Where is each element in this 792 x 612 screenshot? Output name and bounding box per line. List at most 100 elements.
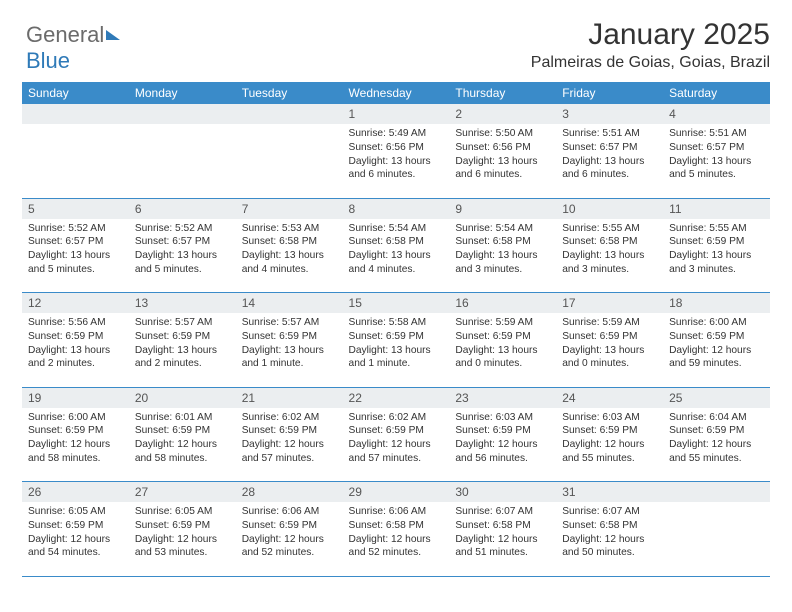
day-number-cell: 26 (22, 482, 129, 503)
day-number-cell: 2 (449, 104, 556, 124)
sunset-text: Sunset: 6:59 PM (242, 424, 337, 438)
day-info-cell: Sunrise: 5:58 AMSunset: 6:59 PMDaylight:… (343, 313, 450, 387)
sunset-text: Sunset: 6:58 PM (562, 235, 657, 249)
day-number-cell: 31 (556, 482, 663, 503)
daylight-text: Daylight: 13 hours and 6 minutes. (455, 155, 550, 183)
day-number-cell: 20 (129, 387, 236, 408)
day-number-cell: 27 (129, 482, 236, 503)
day-info-cell: Sunrise: 5:54 AMSunset: 6:58 PMDaylight:… (449, 219, 556, 293)
logo-mark-icon (106, 30, 120, 40)
sunset-text: Sunset: 6:59 PM (28, 330, 123, 344)
day-info-cell: Sunrise: 6:02 AMSunset: 6:59 PMDaylight:… (236, 408, 343, 482)
day-info-cell: Sunrise: 6:02 AMSunset: 6:59 PMDaylight:… (343, 408, 450, 482)
day-info-cell: Sunrise: 5:59 AMSunset: 6:59 PMDaylight:… (449, 313, 556, 387)
daylight-text: Daylight: 13 hours and 3 minutes. (455, 249, 550, 277)
daylight-text: Daylight: 12 hours and 57 minutes. (349, 438, 444, 466)
day-number-cell: 16 (449, 293, 556, 314)
day-number-cell: 14 (236, 293, 343, 314)
weekday-header: Friday (556, 82, 663, 104)
day-info-cell: Sunrise: 6:04 AMSunset: 6:59 PMDaylight:… (663, 408, 770, 482)
sunset-text: Sunset: 6:59 PM (349, 424, 444, 438)
day-number-row: 12131415161718 (22, 293, 770, 314)
day-info-cell: Sunrise: 6:05 AMSunset: 6:59 PMDaylight:… (22, 502, 129, 576)
day-number-cell: 18 (663, 293, 770, 314)
daylight-text: Daylight: 13 hours and 3 minutes. (562, 249, 657, 277)
day-number-cell: 24 (556, 387, 663, 408)
day-number-row: 19202122232425 (22, 387, 770, 408)
day-info-cell: Sunrise: 5:57 AMSunset: 6:59 PMDaylight:… (236, 313, 343, 387)
day-info-cell: Sunrise: 5:52 AMSunset: 6:57 PMDaylight:… (129, 219, 236, 293)
daylight-text: Daylight: 13 hours and 1 minute. (242, 344, 337, 372)
day-info-cell: Sunrise: 6:07 AMSunset: 6:58 PMDaylight:… (556, 502, 663, 576)
day-number-cell: 29 (343, 482, 450, 503)
daylight-text: Daylight: 12 hours and 55 minutes. (669, 438, 764, 466)
sunrise-text: Sunrise: 6:07 AM (562, 505, 657, 519)
day-number-cell: 15 (343, 293, 450, 314)
day-number-cell (22, 104, 129, 124)
day-number-cell: 10 (556, 198, 663, 219)
daylight-text: Daylight: 12 hours and 59 minutes. (669, 344, 764, 372)
daylight-text: Daylight: 12 hours and 53 minutes. (135, 533, 230, 561)
daylight-text: Daylight: 12 hours and 57 minutes. (242, 438, 337, 466)
sunrise-text: Sunrise: 5:55 AM (669, 222, 764, 236)
weekday-header: Monday (129, 82, 236, 104)
day-info-cell: Sunrise: 6:01 AMSunset: 6:59 PMDaylight:… (129, 408, 236, 482)
sunrise-text: Sunrise: 6:02 AM (349, 411, 444, 425)
day-number-cell: 9 (449, 198, 556, 219)
logo-text-1: General (26, 22, 104, 47)
day-info-cell: Sunrise: 5:50 AMSunset: 6:56 PMDaylight:… (449, 124, 556, 198)
sunrise-text: Sunrise: 6:05 AM (135, 505, 230, 519)
day-number-cell: 25 (663, 387, 770, 408)
day-info-cell: Sunrise: 6:03 AMSunset: 6:59 PMDaylight:… (449, 408, 556, 482)
sunrise-text: Sunrise: 5:59 AM (562, 316, 657, 330)
day-info-cell: Sunrise: 6:00 AMSunset: 6:59 PMDaylight:… (663, 313, 770, 387)
day-number-cell (236, 104, 343, 124)
title-block: January 2025 Palmeiras de Goias, Goias, … (22, 18, 770, 72)
sunset-text: Sunset: 6:58 PM (455, 519, 550, 533)
daylight-text: Daylight: 12 hours and 54 minutes. (28, 533, 123, 561)
weekday-header: Saturday (663, 82, 770, 104)
sunrise-text: Sunrise: 5:51 AM (669, 127, 764, 141)
sunset-text: Sunset: 6:57 PM (669, 141, 764, 155)
daylight-text: Daylight: 13 hours and 5 minutes. (669, 155, 764, 183)
day-info-cell (663, 502, 770, 576)
sunset-text: Sunset: 6:59 PM (28, 519, 123, 533)
daylight-text: Daylight: 12 hours and 52 minutes. (242, 533, 337, 561)
day-info-cell: Sunrise: 5:57 AMSunset: 6:59 PMDaylight:… (129, 313, 236, 387)
sunset-text: Sunset: 6:59 PM (135, 519, 230, 533)
day-number-row: 262728293031 (22, 482, 770, 503)
day-number-cell: 23 (449, 387, 556, 408)
sunset-text: Sunset: 6:58 PM (562, 519, 657, 533)
day-info-row: Sunrise: 5:56 AMSunset: 6:59 PMDaylight:… (22, 313, 770, 387)
day-number-cell: 13 (129, 293, 236, 314)
day-info-cell: Sunrise: 6:07 AMSunset: 6:58 PMDaylight:… (449, 502, 556, 576)
day-info-cell: Sunrise: 6:06 AMSunset: 6:59 PMDaylight:… (236, 502, 343, 576)
sunrise-text: Sunrise: 6:01 AM (135, 411, 230, 425)
day-number-cell: 22 (343, 387, 450, 408)
daylight-text: Daylight: 13 hours and 2 minutes. (28, 344, 123, 372)
sunrise-text: Sunrise: 6:02 AM (242, 411, 337, 425)
sunrise-text: Sunrise: 5:50 AM (455, 127, 550, 141)
daylight-text: Daylight: 13 hours and 6 minutes. (562, 155, 657, 183)
sunset-text: Sunset: 6:57 PM (562, 141, 657, 155)
day-info-cell: Sunrise: 5:54 AMSunset: 6:58 PMDaylight:… (343, 219, 450, 293)
day-number-cell: 7 (236, 198, 343, 219)
daylight-text: Daylight: 13 hours and 3 minutes. (669, 249, 764, 277)
day-info-cell: Sunrise: 6:06 AMSunset: 6:58 PMDaylight:… (343, 502, 450, 576)
day-info-cell: Sunrise: 5:49 AMSunset: 6:56 PMDaylight:… (343, 124, 450, 198)
logo-text-2: Blue (26, 48, 70, 73)
daylight-text: Daylight: 13 hours and 1 minute. (349, 344, 444, 372)
sunrise-text: Sunrise: 5:55 AM (562, 222, 657, 236)
sunrise-text: Sunrise: 5:59 AM (455, 316, 550, 330)
sunset-text: Sunset: 6:56 PM (349, 141, 444, 155)
sunset-text: Sunset: 6:56 PM (455, 141, 550, 155)
daylight-text: Daylight: 12 hours and 50 minutes. (562, 533, 657, 561)
day-number-row: 1234 (22, 104, 770, 124)
day-number-cell: 30 (449, 482, 556, 503)
sunrise-text: Sunrise: 6:07 AM (455, 505, 550, 519)
daylight-text: Daylight: 12 hours and 58 minutes. (135, 438, 230, 466)
day-number-cell: 28 (236, 482, 343, 503)
day-info-cell: Sunrise: 6:00 AMSunset: 6:59 PMDaylight:… (22, 408, 129, 482)
day-number-cell: 19 (22, 387, 129, 408)
day-number-cell: 6 (129, 198, 236, 219)
